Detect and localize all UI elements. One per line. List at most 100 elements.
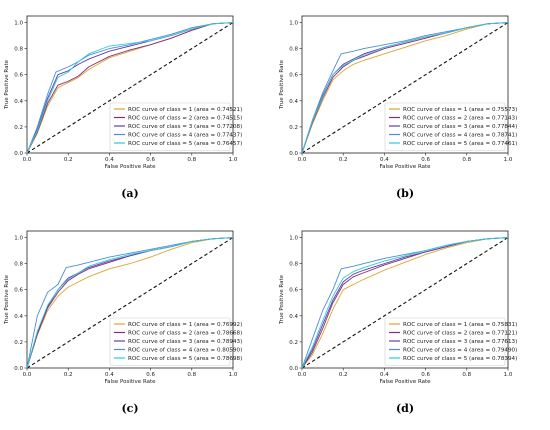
legend-box — [384, 317, 506, 366]
y-tick-label: 0.4 — [14, 99, 23, 105]
y-tick-label: 1.0 — [14, 236, 23, 242]
y-tick-label: 0.0 — [14, 366, 23, 372]
y-tick-label: 0.2 — [289, 125, 298, 131]
legend-entry: ROC curve of class = 3 (area = 0.77208) — [128, 124, 242, 130]
legend-entry: ROC curve of class = 5 (area = 0.78698) — [128, 356, 242, 362]
x-tick-label: 0.0 — [23, 372, 32, 378]
y-tick-label: 0.2 — [14, 340, 23, 346]
roc-curve-class-1 — [301, 237, 509, 369]
x-tick-label: 0.6 — [146, 372, 155, 378]
x-tick-label: 0.2 — [64, 157, 73, 163]
legend-entry: ROC curve of class = 4 (area = 0.78741) — [403, 133, 517, 139]
legend-entry: ROC curve of class = 2 (area = 0.77121) — [403, 331, 517, 337]
x-tick-label: 0.2 — [339, 157, 348, 163]
legend-entry: ROC curve of class = 3 (area = 0.78943) — [128, 339, 242, 345]
y-tick-label: 0.8 — [289, 47, 298, 53]
panel-caption: (a) — [121, 187, 139, 200]
legend-entry: ROC curve of class = 5 (area = 0.78394) — [403, 356, 517, 362]
y-tick-label: 0.6 — [14, 73, 23, 79]
legend-entry: ROC curve of class = 1 (area = 0.75831) — [403, 322, 517, 328]
y-tick-label: 0.2 — [14, 125, 23, 131]
roc-chart-d: 0.0 0.2 0.4 0.6 0.8 1.0 0.0 0.2 0.4 0.6 0.8 1.0 Fals… — [279, 230, 517, 415]
legend-box — [109, 102, 231, 151]
legend-entry: ROC curve of class = 3 (area = 0.77844) — [403, 124, 517, 130]
x-tick-label: 0.2 — [339, 372, 348, 378]
roc-chart-b: 0.0 0.2 0.4 0.6 0.8 1.0 0.0 0.2 0.4 0.6 0.8 1.0 Fals… — [279, 15, 517, 200]
x-tick-label: 1.0 — [229, 157, 238, 163]
legend-entry: ROC curve of class = 2 (area = 0.77143) — [403, 116, 517, 122]
roc-curve-class-5 — [301, 237, 509, 369]
y-tick-label: 1.0 — [289, 236, 298, 242]
y-tick-label: 0.4 — [289, 99, 298, 105]
x-tick-label: 0.6 — [421, 157, 430, 163]
y-axis-label: True Positive Rate — [279, 59, 285, 110]
y-tick-label: 1.0 — [14, 21, 23, 27]
legend-entry: ROC curve of class = 1 (area = 0.75573) — [403, 107, 517, 113]
x-tick-label: 1.0 — [229, 372, 238, 378]
roc-curve-class-1 — [26, 237, 234, 369]
x-tick-label: 0.4 — [380, 372, 389, 378]
roc-curve-class-2 — [26, 22, 234, 154]
y-tick-label: 0.8 — [14, 47, 23, 53]
roc-curve-class-1 — [301, 22, 509, 154]
panel-caption: (b) — [396, 187, 414, 200]
legend-entry: ROC curve of class = 2 (area = 0.78668) — [128, 331, 242, 337]
x-tick-label: 0.8 — [187, 372, 196, 378]
y-tick-label: 0.0 — [289, 366, 298, 372]
legend-box — [384, 102, 506, 151]
y-tick-label: 0.2 — [289, 340, 298, 346]
roc-curve-class-5 — [301, 22, 509, 154]
roc-panel-b: 0.0 0.2 0.4 0.6 0.8 1.0 0.0 0.2 0.4 0.6 0.8 1.0 Fals… — [275, 0, 550, 215]
y-tick-label: 0.4 — [289, 314, 298, 320]
legend-entry: ROC curve of class = 5 (area = 0.76457) — [128, 141, 242, 147]
y-tick-label: 1.0 — [289, 21, 298, 27]
legend-entry: ROC curve of class = 1 (area = 0.76992) — [128, 322, 242, 328]
x-tick-label: 0.0 — [298, 372, 307, 378]
panel-caption: (d) — [396, 402, 414, 415]
x-tick-label: 1.0 — [504, 157, 513, 163]
y-tick-label: 0.6 — [289, 73, 298, 79]
y-tick-label: 0.4 — [14, 314, 23, 320]
x-tick-label: 0.6 — [421, 372, 430, 378]
roc-chart-c: 0.0 0.2 0.4 0.6 0.8 1.0 0.0 0.2 0.4 0.6 0.8 1.0 Fals… — [4, 230, 242, 415]
legend-entry: ROC curve of class = 4 (area = 0.79490) — [403, 348, 517, 354]
y-axis-label: True Positive Rate — [279, 274, 285, 325]
x-axis-label: False Positive Rate — [379, 164, 431, 170]
y-axis-label: True Positive Rate — [4, 274, 10, 325]
chance-diagonal-line — [26, 237, 234, 369]
x-tick-label: 0.8 — [187, 157, 196, 163]
x-axis-label: False Positive Rate — [379, 379, 431, 385]
x-tick-label: 0.0 — [298, 157, 307, 163]
y-axis-label: True Positive Rate — [4, 59, 10, 110]
y-tick-label: 0.6 — [14, 288, 23, 294]
legend-entry: ROC curve of class = 4 (area = 0.77437) — [128, 133, 242, 139]
chance-diagonal-line — [301, 22, 509, 154]
chance-diagonal-line — [26, 22, 234, 154]
x-axis-label: False Positive Rate — [104, 164, 156, 170]
panel-caption: (c) — [121, 402, 138, 415]
x-tick-label: 1.0 — [504, 372, 513, 378]
legend-entry: ROC curve of class = 1 (area = 0.74521) — [128, 107, 242, 113]
roc-curve-class-5 — [26, 22, 234, 154]
legend-entry: ROC curve of class = 5 (area = 0.77461) — [403, 141, 517, 147]
x-tick-label: 0.4 — [105, 157, 114, 163]
roc-panel-d: 0.0 0.2 0.4 0.6 0.8 1.0 0.0 0.2 0.4 0.6 0.8 1.0 Fals… — [275, 215, 550, 430]
y-tick-label: 0.6 — [289, 288, 298, 294]
y-tick-label: 0.8 — [14, 262, 23, 268]
roc-curve-class-5 — [26, 237, 234, 369]
x-tick-label: 0.2 — [64, 372, 73, 378]
x-tick-label: 0.0 — [23, 157, 32, 163]
legend-entry: ROC curve of class = 2 (area = 0.74515) — [128, 116, 242, 122]
y-tick-label: 0.0 — [14, 151, 23, 157]
x-tick-label: 0.4 — [380, 157, 389, 163]
roc-panel-c: 0.0 0.2 0.4 0.6 0.8 1.0 0.0 0.2 0.4 0.6 0.8 1.0 Fals… — [0, 215, 275, 430]
legend-entry: ROC curve of class = 3 (area = 0.77613) — [403, 339, 517, 345]
roc-curve-class-4 — [26, 22, 234, 154]
x-tick-label: 0.8 — [462, 157, 471, 163]
x-tick-label: 0.8 — [462, 372, 471, 378]
x-tick-label: 0.4 — [105, 372, 114, 378]
x-tick-label: 0.6 — [146, 157, 155, 163]
x-axis-label: False Positive Rate — [104, 379, 156, 385]
roc-chart-a: 0.0 0.2 0.4 0.6 0.8 1.0 0.0 0.2 0.4 0.6 0.8 1.0 Fals… — [4, 15, 242, 200]
roc-panel-a: 0.0 0.2 0.4 0.6 0.8 1.0 0.0 0.2 0.4 0.6 0.8 1.0 Fals… — [0, 0, 275, 215]
